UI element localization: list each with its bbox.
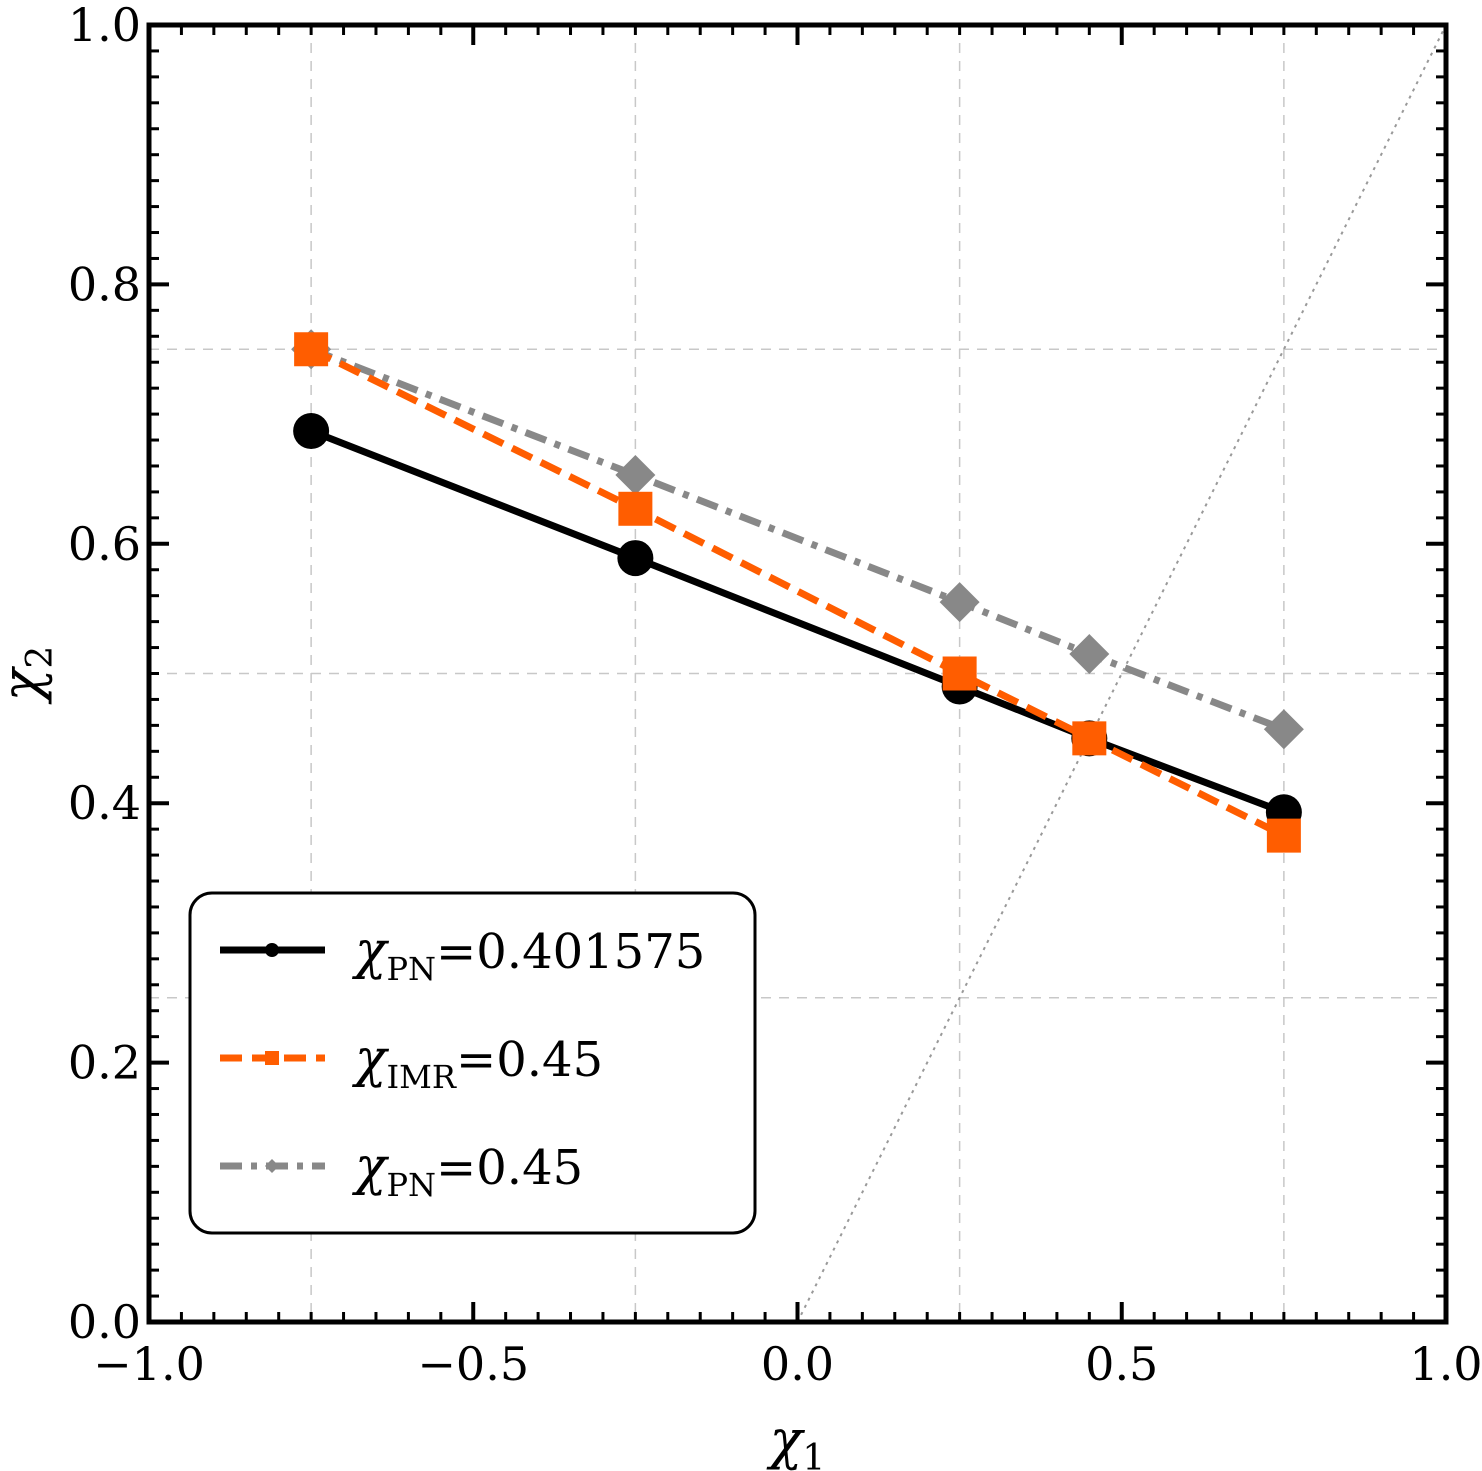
data-point xyxy=(617,540,654,577)
legend-swatch-marker xyxy=(265,1159,279,1173)
legend-subscript: PN xyxy=(387,950,437,988)
data-point xyxy=(1263,709,1304,750)
legend-label: χIMR=0.45 xyxy=(351,1029,603,1096)
tick-label-layer: −1.0 −0.5 0.0 0.5 1.0 0.0 0.2 0.4 0.6 0.8 1.0 xyxy=(68,0,1482,1391)
x-tick-label: 1.0 xyxy=(1409,1337,1482,1391)
legend-subscript: PN xyxy=(387,1166,437,1204)
y-tick-label: 1.0 xyxy=(68,0,141,52)
y-tick-label: 0.4 xyxy=(68,776,141,830)
legend-value: =0.45 xyxy=(456,1032,603,1088)
x-tick-label: −0.5 xyxy=(417,1337,529,1391)
legend-item: χPN=0.45 xyxy=(220,1137,583,1204)
legend-symbol: χ xyxy=(351,1137,390,1197)
legend-box xyxy=(188,891,757,1235)
x-axis-symbol: χ xyxy=(766,1408,806,1471)
x-axis-title: χ1 xyxy=(766,1408,826,1471)
series-layer xyxy=(291,329,1304,853)
y-axis-subscript: 2 xyxy=(20,646,61,669)
legend-label: χPN=0.45 xyxy=(351,1137,583,1204)
x-tick-label: 0.0 xyxy=(761,1337,834,1391)
data-point xyxy=(294,332,329,367)
legend-item: χIMR=0.45 xyxy=(220,1029,603,1096)
y-tick-label: 0.8 xyxy=(68,257,141,311)
data-point xyxy=(615,455,656,496)
legend-swatch-marker xyxy=(265,1051,279,1065)
legend-label: χPN=0.401575 xyxy=(351,921,705,988)
y-tick-label: 0.0 xyxy=(68,1295,141,1349)
x-tick-label: 0.5 xyxy=(1085,1337,1158,1391)
legend-item: χPN=0.401575 xyxy=(220,921,705,988)
data-point xyxy=(939,582,980,623)
legend-subscript: IMR xyxy=(387,1058,457,1096)
legend-swatch-marker xyxy=(265,943,279,957)
x-tick-label: −1.0 xyxy=(93,1337,205,1391)
reference-line-layer xyxy=(796,24,1447,1323)
series-diamond xyxy=(291,329,1304,750)
data-point xyxy=(293,412,330,449)
series-square xyxy=(294,332,1301,853)
legend-value: =0.401575 xyxy=(436,924,705,980)
y-axis-symbol: χ xyxy=(0,665,53,705)
tick-layer xyxy=(147,23,1448,1324)
y-tick-label: 0.6 xyxy=(68,517,141,571)
data-point xyxy=(942,656,977,691)
data-point xyxy=(1072,721,1107,756)
data-point xyxy=(1069,634,1110,675)
legend-symbol: χ xyxy=(351,1029,390,1089)
reference-diagonal-line xyxy=(796,24,1447,1323)
legend-symbol: χ xyxy=(351,921,390,981)
y-tick-label: 0.2 xyxy=(68,1036,141,1090)
series-line xyxy=(309,427,1286,816)
x-axis-subscript: 1 xyxy=(802,1438,825,1471)
series-line xyxy=(309,346,1286,839)
legend-value: =0.45 xyxy=(436,1140,583,1196)
series-line xyxy=(309,345,1286,733)
data-point xyxy=(1266,818,1301,853)
data-point xyxy=(618,491,653,526)
y-axis-title: χ2 xyxy=(0,646,61,706)
